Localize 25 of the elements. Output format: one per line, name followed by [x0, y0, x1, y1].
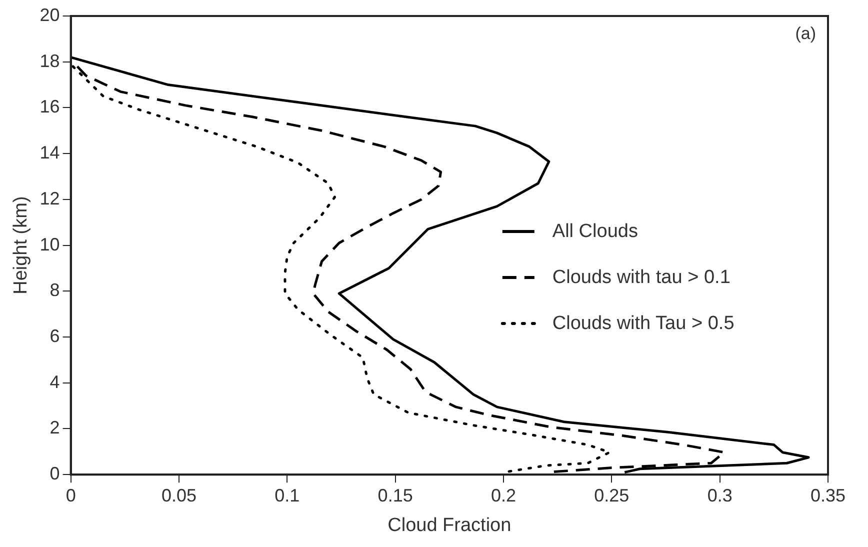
y-tick-label: 14: [40, 142, 60, 163]
x-tick-label: 0: [66, 485, 76, 506]
x-tick-label: 0.25: [594, 485, 630, 506]
y-tick-label: 4: [50, 372, 60, 392]
x-axis-title: Cloud Fraction: [388, 514, 512, 536]
legend-label: Clouds with Tau > 0.5: [552, 312, 734, 334]
x-tick-label: 0.35: [810, 485, 846, 506]
y-tick-label: 6: [50, 326, 60, 346]
y-tick-label: 20: [40, 4, 60, 25]
x-tick-label: 0.05: [161, 485, 197, 506]
y-tick-label: 12: [40, 188, 60, 208]
x-tick-label: 0.1: [274, 485, 300, 506]
x-tick-label: 0.2: [490, 485, 516, 506]
x-tick-label: 0.3: [707, 485, 732, 506]
legend-label: Clouds with tau > 0.1: [552, 266, 730, 288]
annotation: (a): [795, 24, 816, 44]
y-tick-label: 18: [40, 50, 60, 71]
y-tick-label: 10: [40, 234, 60, 254]
y-tick-label: 0: [50, 464, 60, 484]
y-tick-label: 8: [50, 280, 60, 300]
legend-label: All Clouds: [552, 220, 638, 242]
x-tick-label: 0.15: [378, 485, 413, 506]
y-axis-title: Height (km): [10, 196, 32, 294]
y-tick-label: 2: [50, 418, 60, 438]
y-tick-label: 16: [40, 96, 60, 117]
